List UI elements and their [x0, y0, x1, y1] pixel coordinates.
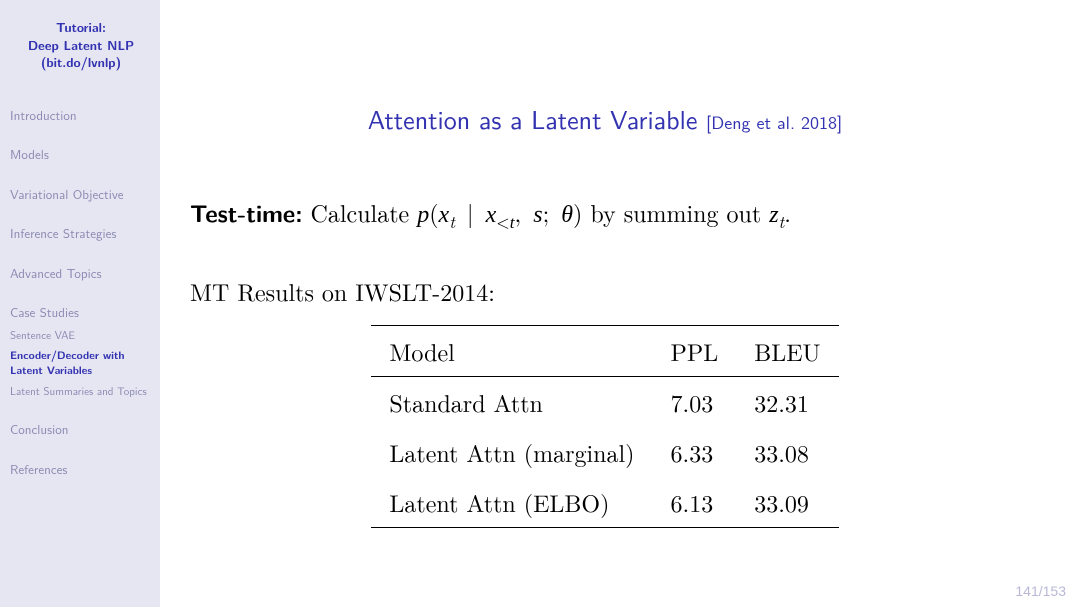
main-content: Attention as a Latent Variable [Deng et …: [160, 0, 1080, 607]
sidebar-title-line: (bit.do/lvnlp): [41, 52, 121, 71]
sidebar-item-references[interactable]: References: [10, 461, 152, 479]
sidebar-item-models[interactable]: Models: [10, 146, 152, 164]
sidebar-title-line: Deep Latent NLP: [28, 35, 134, 54]
cell-bleu: 33.08: [736, 427, 838, 477]
sidebar: Tutorial: Deep Latent NLP (bit.do/lvnlp)…: [0, 0, 160, 607]
cell-ppl: 6.13: [653, 477, 737, 528]
test-time-line: Test-time: Calculate p(xt | x<t, s; θ) b…: [190, 194, 1020, 233]
cell-model: Latent Attn (ELBO): [371, 477, 652, 528]
slide-citation: [Deng et al. 2018]: [706, 108, 842, 135]
sidebar-sub-encoder-decoder[interactable]: Encoder/Decoder with Latent Variables: [10, 349, 152, 379]
table-header-row: Model PPL BLEU: [371, 326, 838, 377]
sidebar-item-advanced-topics[interactable]: Advanced Topics: [10, 265, 152, 283]
sidebar-section-case-studies: Case Studies Sentence VAE Encoder/Decode…: [10, 304, 152, 399]
col-model: Model: [371, 326, 652, 377]
table-row: Latent Attn (marginal) 6.33 33.08: [371, 427, 838, 477]
sidebar-item-inference-strategies[interactable]: Inference Strategies: [10, 225, 152, 243]
sidebar-item-variational-objective[interactable]: Variational Objective: [10, 186, 152, 204]
sidebar-sub-latent-summaries[interactable]: Latent Summaries and Topics: [10, 384, 152, 399]
sidebar-item-conclusion[interactable]: Conclusion: [10, 421, 152, 439]
test-time-prefix: Calculate: [311, 195, 418, 229]
cell-bleu: 32.31: [736, 377, 838, 428]
sidebar-item-introduction[interactable]: Introduction: [10, 107, 152, 125]
cell-ppl: 6.33: [653, 427, 737, 477]
test-time-suffix: .: [784, 195, 791, 229]
col-ppl: PPL: [653, 326, 737, 377]
math-z: z: [769, 202, 778, 228]
table-row: Standard Attn 7.03 32.31: [371, 377, 838, 428]
cell-ppl: 7.03: [653, 377, 737, 428]
slide-title: Attention as a Latent Variable [Deng et …: [190, 100, 1020, 138]
page-number: 141/153: [1015, 583, 1066, 599]
results-table: Model PPL BLEU Standard Attn 7.03 32.31 …: [371, 325, 838, 528]
sidebar-title-line: Tutorial:: [56, 17, 106, 36]
test-time-label: Test-time:: [190, 196, 303, 230]
sidebar-sub-sentence-vae[interactable]: Sentence VAE: [10, 328, 152, 343]
math-expression: p: [417, 202, 429, 228]
col-bleu: BLEU: [736, 326, 838, 377]
cell-bleu: 33.09: [736, 477, 838, 528]
cell-model: Standard Attn: [371, 377, 652, 428]
cell-model: Latent Attn (marginal): [371, 427, 652, 477]
slide-root: Tutorial: Deep Latent NLP (bit.do/lvnlp)…: [0, 0, 1080, 607]
sidebar-title: Tutorial: Deep Latent NLP (bit.do/lvnlp): [10, 18, 152, 71]
test-time-mid: by summing out: [590, 195, 769, 229]
mt-results-heading: MT Results on IWSLT-2014:: [190, 273, 1020, 309]
sidebar-item-case-studies[interactable]: Case Studies: [10, 304, 152, 322]
slide-title-text: Attention as a Latent Variable: [368, 100, 698, 138]
table-row: Latent Attn (ELBO) 6.13 33.09: [371, 477, 838, 528]
